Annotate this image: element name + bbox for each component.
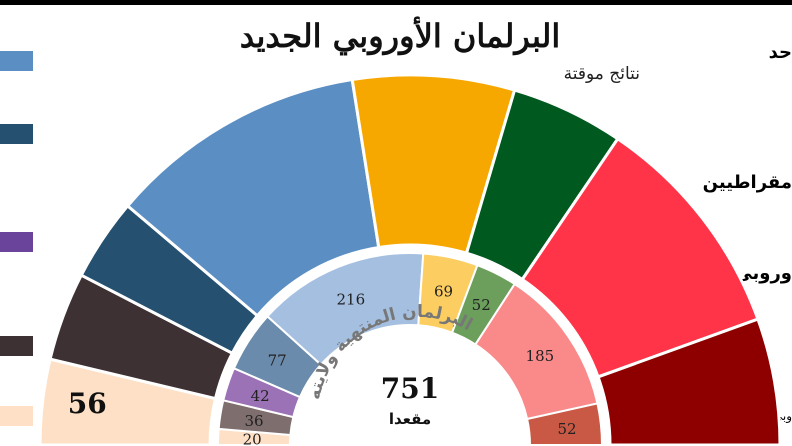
previous-parliament-value-label: 52: [558, 420, 577, 438]
top-rule: [0, 0, 792, 5]
chart-title: البرلمان الأوروبي الجديد: [239, 17, 561, 55]
previous-parliament-value-label: 77: [268, 351, 287, 369]
previous-parliament-value-label: 69: [434, 283, 453, 301]
current-parliament-value-label: 56: [68, 387, 107, 420]
legend-swatch: [0, 51, 33, 71]
total-seats-label: مقعدا: [389, 410, 431, 428]
current-parliament-segment: [596, 317, 782, 446]
previous-parliament-value-label: 20: [243, 430, 262, 446]
right-legend-label: مقراطيين: [702, 172, 792, 193]
chart-subtitle: نتائج موقتة: [563, 64, 640, 84]
legend-swatch: [0, 124, 33, 144]
legend-swatch: [0, 232, 33, 252]
previous-parliament-segment: [525, 402, 604, 446]
previous-parliament-value-label: 42: [251, 387, 270, 405]
legend-swatch: [0, 406, 33, 426]
previous-parliament-value-label: 185: [526, 347, 555, 365]
previous-parliament-value-label: 52: [472, 296, 491, 314]
total-seats: 751: [381, 372, 439, 405]
right-legend-label: حد: [768, 42, 792, 63]
previous-parliament-value-label: 36: [244, 412, 263, 430]
right-legend-label: وروبي: [734, 263, 792, 284]
previous-parliament-value-label: 216: [337, 290, 366, 308]
legend-swatch: [0, 336, 33, 356]
current-parliament-ring: 56: [38, 73, 782, 446]
